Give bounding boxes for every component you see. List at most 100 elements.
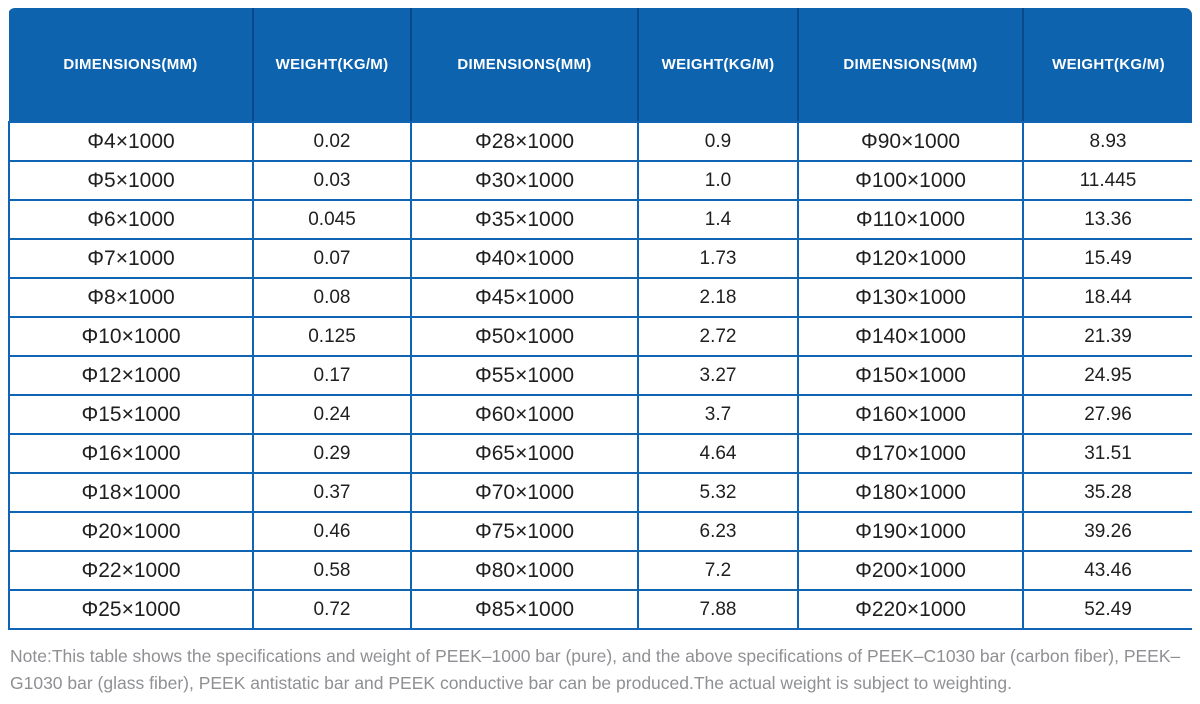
weight-cell: 0.37 bbox=[252, 472, 412, 513]
weight-cell: 0.58 bbox=[252, 550, 412, 591]
table-body: Φ4×1000 0.02 Φ28×1000 0.9 Φ90×1000 8.93 … bbox=[8, 121, 1192, 630]
weight-cell: 7.2 bbox=[637, 550, 799, 591]
dimensions-cell: Φ160×1000 bbox=[797, 394, 1024, 435]
weight-cell: 3.7 bbox=[637, 394, 799, 435]
weight-cell: 0.24 bbox=[252, 394, 412, 435]
dimensions-cell: Φ75×1000 bbox=[410, 511, 639, 552]
weight-cell: 31.51 bbox=[1022, 433, 1192, 474]
dimensions-cell: Φ28×1000 bbox=[410, 121, 639, 162]
dimensions-cell: Φ140×1000 bbox=[797, 316, 1024, 357]
table-footnote: Note:This table shows the specifications… bbox=[10, 646, 1181, 693]
column-header-dimensions-2: DIMENSIONS(MM) bbox=[410, 8, 638, 123]
table-row: Φ25×1000 0.72 Φ85×1000 7.88 Φ220×1000 52… bbox=[8, 589, 1192, 630]
weight-cell: 6.23 bbox=[637, 511, 799, 552]
dimensions-cell: Φ18×1000 bbox=[8, 472, 254, 513]
dimensions-cell: Φ190×1000 bbox=[797, 511, 1024, 552]
weight-cell: 2.18 bbox=[637, 277, 799, 318]
table-row: Φ12×1000 0.17 Φ55×1000 3.27 Φ150×1000 24… bbox=[8, 355, 1192, 396]
dimensions-cell: Φ20×1000 bbox=[8, 511, 254, 552]
peek-bar-weight-table: DIMENSIONS(MM) WEIGHT(KG/M) DIMENSIONS(M… bbox=[8, 8, 1192, 630]
weight-cell: 0.125 bbox=[252, 316, 412, 357]
dimensions-cell: Φ16×1000 bbox=[8, 433, 254, 474]
table-row: Φ5×1000 0.03 Φ30×1000 1.0 Φ100×1000 11.4… bbox=[8, 160, 1192, 201]
spec-table-container: DIMENSIONS(MM) WEIGHT(KG/M) DIMENSIONS(M… bbox=[8, 8, 1192, 630]
weight-cell: 35.28 bbox=[1022, 472, 1192, 513]
weight-cell: 13.36 bbox=[1022, 199, 1192, 240]
table-row: Φ7×1000 0.07 Φ40×1000 1.73 Φ120×1000 15.… bbox=[8, 238, 1192, 279]
weight-cell: 1.73 bbox=[637, 238, 799, 279]
dimensions-cell: Φ220×1000 bbox=[797, 589, 1024, 630]
weight-cell: 1.4 bbox=[637, 199, 799, 240]
weight-cell: 52.49 bbox=[1022, 589, 1192, 630]
column-header-dimensions-1: DIMENSIONS(MM) bbox=[9, 8, 253, 123]
dimensions-cell: Φ7×1000 bbox=[8, 238, 254, 279]
dimensions-cell: Φ40×1000 bbox=[410, 238, 639, 279]
column-header-weight-1: WEIGHT(KG/M) bbox=[252, 8, 411, 123]
dimensions-cell: Φ5×1000 bbox=[8, 160, 254, 201]
dimensions-cell: Φ12×1000 bbox=[8, 355, 254, 396]
dimensions-cell: Φ50×1000 bbox=[410, 316, 639, 357]
weight-cell: 0.72 bbox=[252, 589, 412, 630]
table-row: Φ10×1000 0.125 Φ50×1000 2.72 Φ140×1000 2… bbox=[8, 316, 1192, 357]
dimensions-cell: Φ55×1000 bbox=[410, 355, 639, 396]
dimensions-cell: Φ120×1000 bbox=[797, 238, 1024, 279]
weight-cell: 1.0 bbox=[637, 160, 799, 201]
weight-cell: 0.07 bbox=[252, 238, 412, 279]
weight-cell: 11.445 bbox=[1022, 160, 1192, 201]
table-header: DIMENSIONS(MM) WEIGHT(KG/M) DIMENSIONS(M… bbox=[9, 8, 1192, 123]
dimensions-cell: Φ85×1000 bbox=[410, 589, 639, 630]
weight-cell: 0.045 bbox=[252, 199, 412, 240]
weight-cell: 7.88 bbox=[637, 589, 799, 630]
dimensions-cell: Φ8×1000 bbox=[8, 277, 254, 318]
weight-cell: 0.29 bbox=[252, 433, 412, 474]
dimensions-cell: Φ170×1000 bbox=[797, 433, 1024, 474]
dimensions-cell: Φ30×1000 bbox=[410, 160, 639, 201]
dimensions-cell: Φ25×1000 bbox=[8, 589, 254, 630]
column-header-dimensions-3: DIMENSIONS(MM) bbox=[797, 8, 1023, 123]
weight-cell: 18.44 bbox=[1022, 277, 1192, 318]
weight-cell: 4.64 bbox=[637, 433, 799, 474]
dimensions-cell: Φ4×1000 bbox=[8, 121, 254, 162]
dimensions-cell: Φ70×1000 bbox=[410, 472, 639, 513]
table-row: Φ8×1000 0.08 Φ45×1000 2.18 Φ130×1000 18.… bbox=[8, 277, 1192, 318]
weight-cell: 43.46 bbox=[1022, 550, 1192, 591]
dimensions-cell: Φ90×1000 bbox=[797, 121, 1024, 162]
dimensions-cell: Φ150×1000 bbox=[797, 355, 1024, 396]
weight-cell: 5.32 bbox=[637, 472, 799, 513]
dimensions-cell: Φ10×1000 bbox=[8, 316, 254, 357]
column-header-weight-2: WEIGHT(KG/M) bbox=[637, 8, 798, 123]
table-row: Φ16×1000 0.29 Φ65×1000 4.64 Φ170×1000 31… bbox=[8, 433, 1192, 474]
weight-cell: 39.26 bbox=[1022, 511, 1192, 552]
column-header-weight-3: WEIGHT(KG/M) bbox=[1022, 8, 1192, 123]
table-row: Φ4×1000 0.02 Φ28×1000 0.9 Φ90×1000 8.93 bbox=[8, 121, 1192, 162]
dimensions-cell: Φ60×1000 bbox=[410, 394, 639, 435]
table-row: Φ22×1000 0.58 Φ80×1000 7.2 Φ200×1000 43.… bbox=[8, 550, 1192, 591]
dimensions-cell: Φ100×1000 bbox=[797, 160, 1024, 201]
dimensions-cell: Φ80×1000 bbox=[410, 550, 639, 591]
weight-cell: 15.49 bbox=[1022, 238, 1192, 279]
weight-cell: 21.39 bbox=[1022, 316, 1192, 357]
weight-cell: 0.02 bbox=[252, 121, 412, 162]
dimensions-cell: Φ35×1000 bbox=[410, 199, 639, 240]
weight-cell: 0.08 bbox=[252, 277, 412, 318]
dimensions-cell: Φ130×1000 bbox=[797, 277, 1024, 318]
weight-cell: 3.27 bbox=[637, 355, 799, 396]
dimensions-cell: Φ200×1000 bbox=[797, 550, 1024, 591]
weight-cell: 0.9 bbox=[637, 121, 799, 162]
weight-cell: 0.17 bbox=[252, 355, 412, 396]
table-row: Φ6×1000 0.045 Φ35×1000 1.4 Φ110×1000 13.… bbox=[8, 199, 1192, 240]
weight-cell: 2.72 bbox=[637, 316, 799, 357]
table-row: Φ20×1000 0.46 Φ75×1000 6.23 Φ190×1000 39… bbox=[8, 511, 1192, 552]
table-row: Φ18×1000 0.37 Φ70×1000 5.32 Φ180×1000 35… bbox=[8, 472, 1192, 513]
dimensions-cell: Φ15×1000 bbox=[8, 394, 254, 435]
header-row: DIMENSIONS(MM) WEIGHT(KG/M) DIMENSIONS(M… bbox=[9, 8, 1192, 123]
dimensions-cell: Φ110×1000 bbox=[797, 199, 1024, 240]
weight-cell: 8.93 bbox=[1022, 121, 1192, 162]
dimensions-cell: Φ22×1000 bbox=[8, 550, 254, 591]
dimensions-cell: Φ6×1000 bbox=[8, 199, 254, 240]
dimensions-cell: Φ180×1000 bbox=[797, 472, 1024, 513]
dimensions-cell: Φ65×1000 bbox=[410, 433, 639, 474]
dimensions-cell: Φ45×1000 bbox=[410, 277, 639, 318]
weight-cell: 0.03 bbox=[252, 160, 412, 201]
